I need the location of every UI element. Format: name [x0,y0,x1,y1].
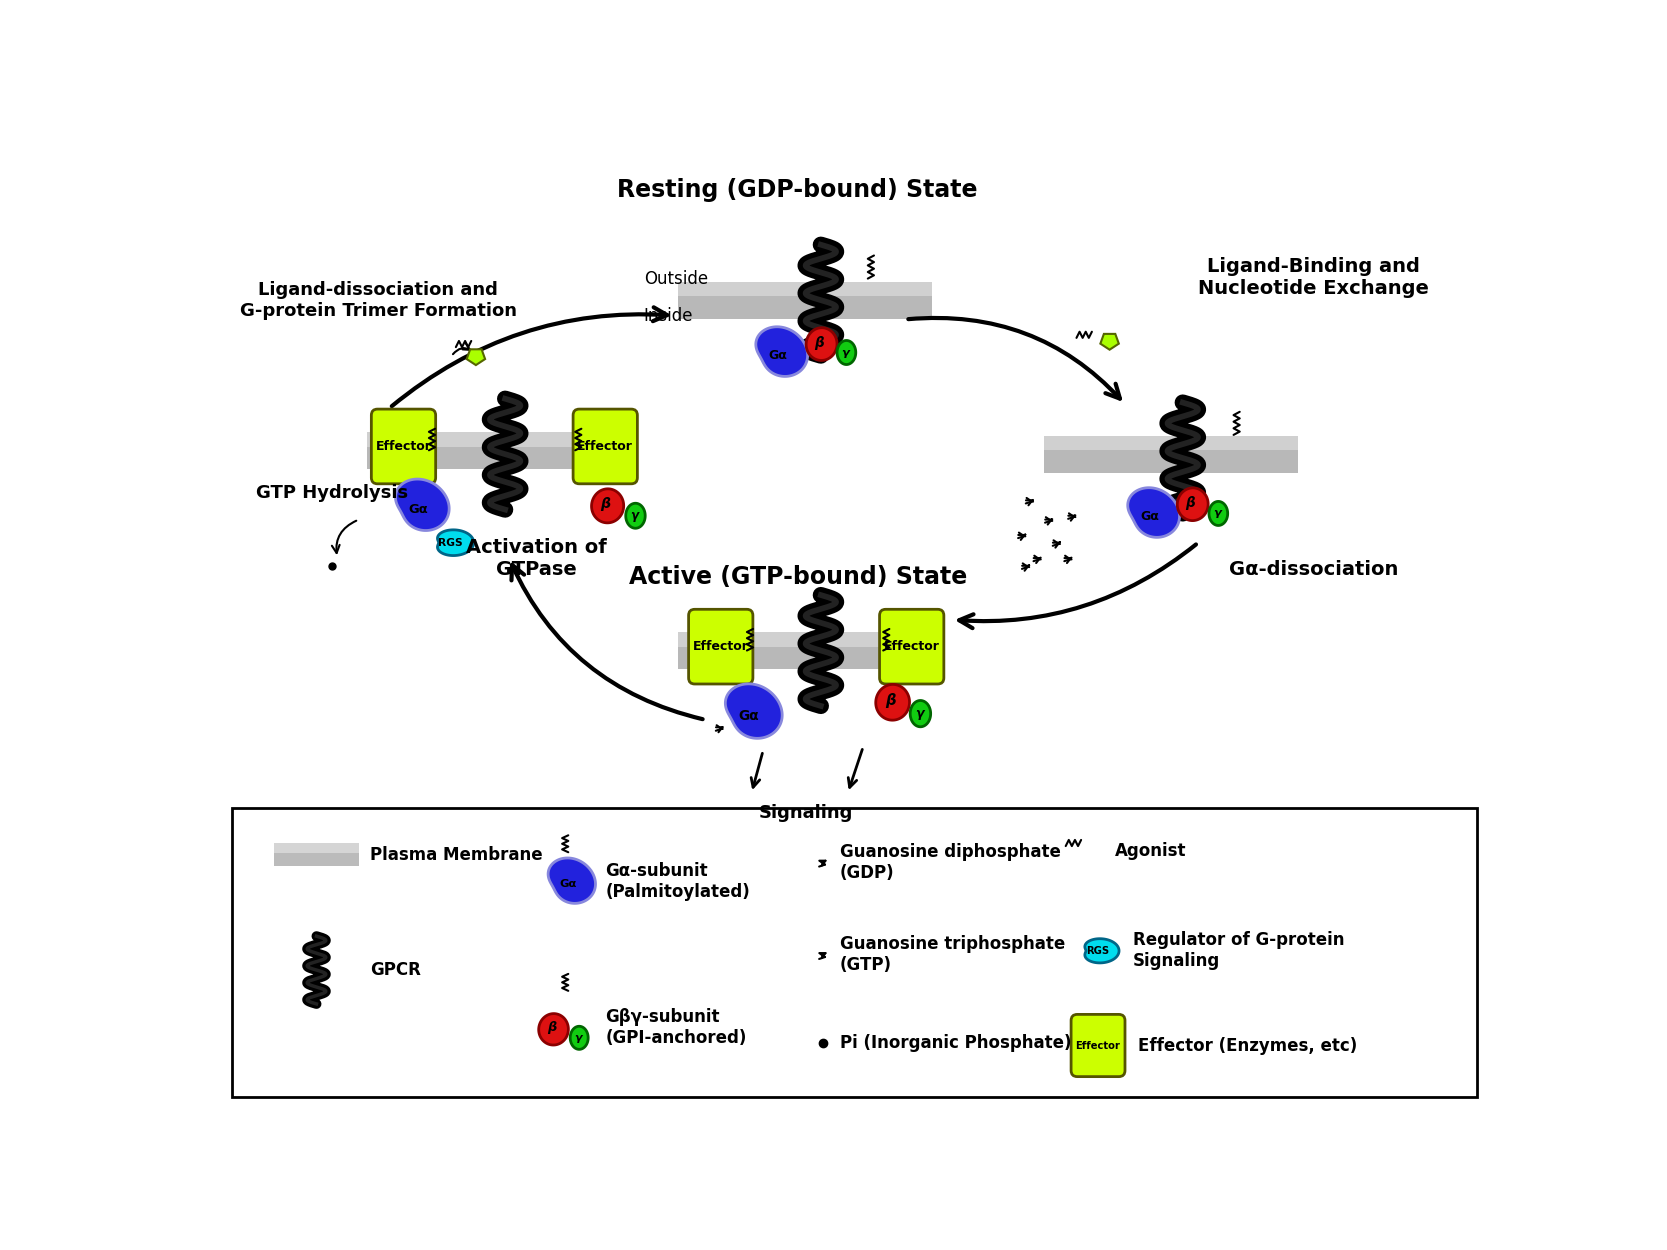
Polygon shape [1085,939,1119,962]
Polygon shape [467,349,485,365]
Text: γ: γ [1214,509,1222,519]
Text: Effector (Enzymes, etc): Effector (Enzymes, etc) [1139,1036,1357,1055]
FancyArrowPatch shape [392,308,667,406]
Text: Effector: Effector [375,440,432,452]
FancyBboxPatch shape [573,409,637,484]
Polygon shape [837,340,855,365]
Text: Agonist: Agonist [1115,841,1187,860]
Text: Gα: Gα [738,709,760,722]
Text: β: β [1185,496,1195,510]
Text: Effector: Effector [1075,1040,1120,1050]
FancyArrowPatch shape [453,344,470,354]
Text: Gβγ-subunit
(GPI-anchored): Gβγ-subunit (GPI-anchored) [605,1009,747,1048]
Text: Regulator of G-protein
Signaling: Regulator of G-protein Signaling [1132,931,1344,970]
Text: RGS: RGS [438,538,463,548]
FancyBboxPatch shape [372,409,435,484]
Text: β: β [815,335,823,350]
Text: β: β [547,1021,557,1034]
Text: Resting (GDP-bound) State: Resting (GDP-bound) State [617,177,979,202]
Bar [273,842,358,852]
FancyArrowPatch shape [959,545,1195,629]
Text: Plasma Membrane: Plasma Membrane [370,845,543,864]
Bar [273,842,358,866]
Bar [367,431,620,469]
FancyBboxPatch shape [1072,1015,1125,1076]
Polygon shape [437,530,473,555]
Text: Ligand-dissociation and
G-protein Trimer Formation: Ligand-dissociation and G-protein Trimer… [240,281,517,320]
Bar [678,281,932,319]
Polygon shape [1209,501,1227,525]
Text: Gα: Gα [1140,510,1159,522]
Text: GTP Hydrolysis: GTP Hydrolysis [255,484,408,501]
FancyBboxPatch shape [880,609,944,684]
FancyArrowPatch shape [512,565,702,719]
Polygon shape [1129,488,1180,538]
Polygon shape [725,684,782,739]
Text: Active (GTP-bound) State: Active (GTP-bound) State [628,565,967,589]
Polygon shape [1100,334,1119,350]
Text: Gα-subunit
(Palmitoylated): Gα-subunit (Palmitoylated) [605,862,750,901]
Text: Gα-dissociation: Gα-dissociation [1229,560,1399,579]
Bar [232,809,1477,1098]
FancyArrowPatch shape [752,754,762,788]
Text: GPCR: GPCR [370,961,422,979]
Text: Effector: Effector [693,640,748,654]
Text: γ: γ [630,509,638,522]
Text: Guanosine triphosphate
(GTP): Guanosine triphosphate (GTP) [840,935,1065,974]
Text: γ: γ [575,1032,582,1042]
Polygon shape [592,489,623,522]
Bar [678,632,932,646]
Polygon shape [807,328,837,360]
Bar [1044,436,1299,450]
Polygon shape [755,326,807,376]
Text: Activation of
GTPase: Activation of GTPase [465,538,607,579]
Text: Gα: Gα [768,349,787,362]
Text: Inside: Inside [643,306,693,325]
Text: Effector: Effector [577,440,633,452]
Bar [678,632,932,669]
Polygon shape [875,685,910,720]
Text: Effector: Effector [884,640,940,654]
FancyArrowPatch shape [909,318,1120,399]
Text: Ligand-Binding and
Nucleotide Exchange: Ligand-Binding and Nucleotide Exchange [1199,256,1429,298]
Text: Pi (Inorganic Phosphate): Pi (Inorganic Phosphate) [840,1034,1072,1052]
Bar [678,281,932,296]
Polygon shape [625,504,645,529]
FancyBboxPatch shape [688,609,753,684]
Text: β: β [600,498,610,511]
Polygon shape [548,858,595,904]
Polygon shape [1177,488,1209,520]
Bar [1044,436,1299,472]
Text: Outside: Outside [643,270,708,288]
Text: β: β [885,693,895,708]
Text: Signaling: Signaling [758,805,852,822]
Text: Guanosine diphosphate
(GDP): Guanosine diphosphate (GDP) [840,842,1060,881]
Polygon shape [538,1014,568,1045]
Polygon shape [1085,844,1104,860]
FancyArrowPatch shape [849,750,862,788]
Bar [367,431,620,446]
Text: Gα: Gα [408,503,428,515]
Polygon shape [910,700,930,726]
Text: Gα: Gα [558,880,577,890]
Text: γ: γ [915,707,924,720]
Polygon shape [395,479,448,530]
Polygon shape [570,1026,588,1049]
Text: RGS: RGS [1085,946,1109,956]
FancyArrowPatch shape [332,521,357,552]
Text: γ: γ [842,348,850,358]
